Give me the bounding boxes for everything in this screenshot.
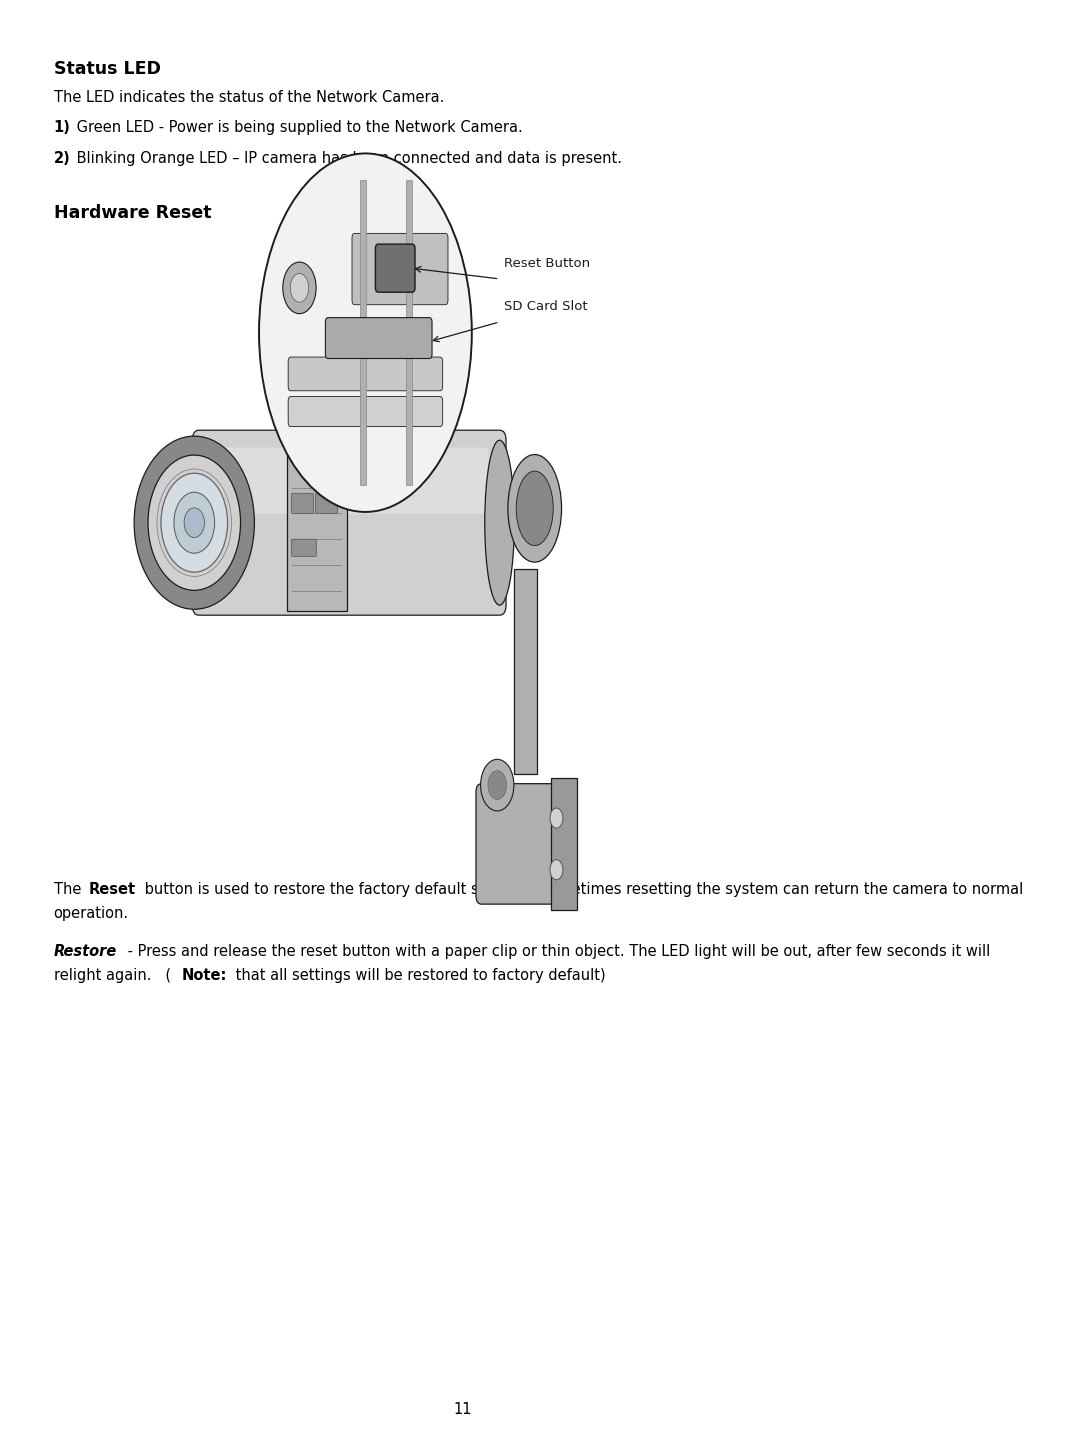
- Text: 11: 11: [453, 1402, 471, 1417]
- Text: Note:: Note:: [182, 968, 227, 982]
- Text: SD Card Slot: SD Card Slot: [504, 300, 588, 314]
- Text: Blinking Orange LED – IP camera has been connected and data is present.: Blinking Orange LED – IP camera has been…: [72, 151, 622, 165]
- Bar: [360, 181, 367, 485]
- Text: Restore: Restore: [53, 944, 117, 958]
- FancyBboxPatch shape: [352, 234, 448, 305]
- FancyBboxPatch shape: [288, 396, 443, 427]
- Circle shape: [488, 771, 506, 800]
- FancyBboxPatch shape: [209, 447, 489, 513]
- FancyBboxPatch shape: [375, 244, 415, 293]
- Text: that all settings will be restored to factory default): that all settings will be restored to fa…: [231, 968, 607, 982]
- FancyBboxPatch shape: [325, 318, 432, 358]
- Ellipse shape: [184, 508, 204, 538]
- Ellipse shape: [508, 455, 562, 562]
- Bar: [406, 181, 412, 485]
- Text: 2): 2): [53, 151, 71, 165]
- FancyBboxPatch shape: [315, 493, 338, 513]
- Text: Reset: Reset: [88, 882, 135, 896]
- Text: The LED indicates the status of the Network Camera.: The LED indicates the status of the Netw…: [53, 90, 444, 105]
- FancyBboxPatch shape: [291, 539, 316, 556]
- Circle shape: [481, 760, 514, 812]
- Circle shape: [550, 809, 563, 829]
- Text: button is used to restore the factory default settings. Sometimes resetting the : button is used to restore the factory de…: [141, 882, 1023, 896]
- Ellipse shape: [134, 436, 254, 609]
- Text: operation.: operation.: [53, 906, 129, 921]
- Circle shape: [290, 274, 309, 303]
- Circle shape: [550, 860, 563, 880]
- FancyBboxPatch shape: [476, 784, 571, 905]
- FancyBboxPatch shape: [291, 493, 313, 513]
- Bar: [514, 569, 537, 774]
- Ellipse shape: [516, 470, 553, 546]
- Text: relight again.   (: relight again. (: [53, 968, 171, 982]
- Circle shape: [283, 262, 316, 314]
- Text: Reset Button: Reset Button: [504, 257, 590, 270]
- Ellipse shape: [148, 455, 240, 591]
- Text: 1): 1): [53, 120, 71, 135]
- Bar: [551, 777, 577, 911]
- Ellipse shape: [173, 492, 215, 554]
- Polygon shape: [292, 437, 408, 512]
- Text: - Press and release the reset button with a paper clip or thin object. The LED l: - Press and release the reset button wit…: [123, 944, 991, 958]
- Text: Status LED: Status LED: [53, 60, 160, 79]
- Ellipse shape: [259, 153, 471, 512]
- Text: Hardware Reset: Hardware Reset: [53, 204, 212, 222]
- Text: Green LED - Power is being supplied to the Network Camera.: Green LED - Power is being supplied to t…: [72, 120, 523, 135]
- FancyBboxPatch shape: [192, 430, 506, 615]
- Ellipse shape: [161, 473, 228, 572]
- Text: The: The: [53, 882, 86, 896]
- Bar: [287, 435, 347, 611]
- FancyBboxPatch shape: [288, 357, 443, 390]
- Ellipse shape: [484, 440, 514, 605]
